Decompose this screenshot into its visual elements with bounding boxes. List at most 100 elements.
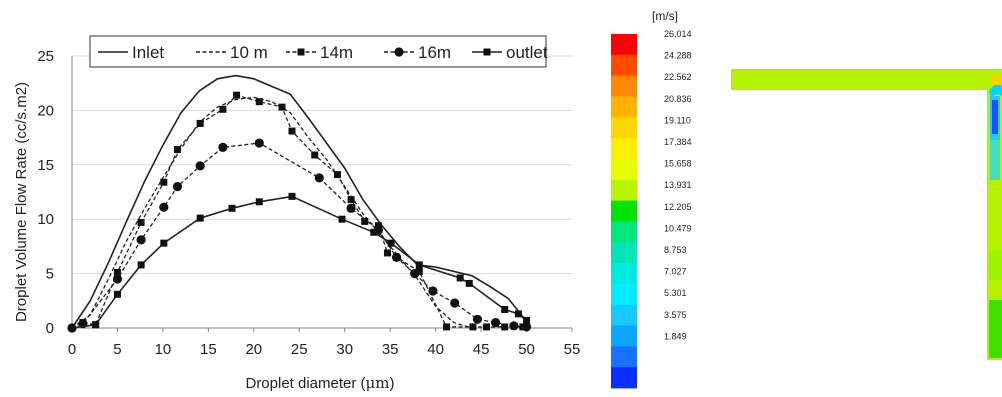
data-point	[491, 317, 501, 328]
data-point	[346, 203, 356, 213]
data-point	[136, 235, 146, 245]
velocity-colorbar: [m/s] 26.014 24.288 22.562 20.836 19.110 17.3…	[611, 9, 692, 389]
x-tick-label: 20	[245, 341, 262, 358]
data-point	[391, 252, 402, 262]
colorbar-band	[611, 346, 637, 368]
data-point	[218, 142, 228, 152]
data-point	[228, 204, 236, 212]
colorbar-label: 17.384	[664, 137, 692, 147]
colorbar-bands	[611, 34, 637, 389]
lower-region	[989, 250, 1002, 280]
horizontal-pipe-field	[731, 69, 989, 90]
colorbar-label: 10.479	[664, 223, 692, 233]
x-axis-label: Droplet diameter (μm)	[245, 374, 394, 392]
series-outlet	[68, 192, 531, 332]
x-tick-label: 25	[291, 341, 308, 358]
velocity-contour-field	[731, 69, 1002, 360]
colorbar-band	[611, 158, 637, 181]
data-point	[160, 239, 168, 247]
data-point	[113, 290, 121, 298]
data-point	[428, 286, 438, 296]
colorbar-label: 1.849	[664, 331, 687, 341]
junction-core	[992, 100, 998, 134]
downstream-region	[990, 140, 1000, 180]
series-line	[71, 94, 523, 329]
data-point	[415, 261, 423, 269]
colorbar-band	[611, 263, 637, 285]
data-point	[387, 239, 395, 247]
data-point	[173, 146, 181, 154]
data-point	[311, 151, 319, 159]
data-point	[112, 274, 123, 284]
data-point	[521, 322, 532, 332]
colorbar-unit: [m/s]	[652, 9, 678, 23]
legend-marker	[394, 47, 404, 57]
junction-hotspot	[991, 75, 1001, 85]
data-point	[472, 314, 483, 324]
colorbar-label: 26.014	[664, 29, 692, 39]
data-point	[523, 316, 531, 324]
colorbar-band	[611, 96, 637, 118]
data-point	[456, 274, 464, 282]
data-point	[137, 261, 145, 269]
legend-label: Inlet	[132, 43, 164, 62]
y-tick-label: 5	[46, 266, 54, 283]
series-line	[71, 96, 473, 329]
y-tick-label: 15	[37, 157, 54, 174]
data-point	[415, 267, 423, 275]
data-point	[469, 323, 477, 331]
data-point	[410, 269, 420, 279]
x-tick-label: 5	[113, 341, 121, 358]
x-tick-label: 55	[564, 341, 581, 358]
x-tick-labels: 0 5 10 15 20 25 30 35 40 45 50 55	[68, 328, 581, 358]
colorbar-label: 20.836	[664, 94, 692, 104]
colorbar-label: 15.658	[664, 159, 692, 169]
x-tick-label: 45	[473, 341, 490, 358]
colorbar-label: 3.575	[664, 310, 687, 320]
x-tick-label: 40	[427, 341, 444, 358]
legend-box	[89, 35, 547, 68]
data-point	[383, 249, 391, 257]
x-tick-label: 35	[382, 341, 399, 358]
colorbar-band	[611, 283, 637, 306]
junction-corner	[989, 84, 1002, 98]
data-point	[137, 218, 145, 226]
series-line	[71, 142, 527, 329]
y-tick-label: 20	[37, 102, 54, 119]
data-point	[113, 269, 121, 277]
legend-label: 14m	[320, 43, 353, 62]
colorbar-labels: 26.014 24.288 22.562 20.836 19.110 17.384 15.6…	[664, 29, 692, 341]
data-point	[160, 178, 168, 186]
data-point	[233, 91, 241, 99]
data-point	[347, 196, 355, 204]
data-point	[450, 298, 460, 308]
data-point	[501, 306, 509, 314]
colorbar-label: 12.205	[664, 202, 692, 212]
colorbar-label: 13.931	[664, 180, 692, 190]
colorbar-label: 19.110	[664, 115, 691, 125]
chart-series	[67, 74, 532, 333]
colorbar-band	[611, 138, 637, 160]
x-tick-label: 10	[155, 341, 172, 358]
data-point	[483, 323, 491, 331]
x-tick-label: 0	[68, 341, 76, 358]
data-point	[501, 323, 509, 331]
legend-label: outlet	[506, 43, 548, 62]
data-point	[443, 323, 451, 331]
data-point	[255, 198, 263, 206]
series-16m	[67, 138, 532, 333]
data-point	[196, 214, 204, 222]
data-point	[68, 324, 76, 332]
data-point	[288, 127, 296, 135]
x-tick-label: 30	[336, 341, 353, 358]
series-line	[71, 74, 528, 329]
legend-marker	[483, 48, 491, 56]
data-point	[338, 215, 346, 223]
data-point	[370, 228, 378, 236]
outlet-region	[989, 300, 1002, 358]
series-10m	[71, 96, 473, 329]
colorbar-band	[611, 200, 637, 222]
colorbar-band	[611, 367, 637, 389]
